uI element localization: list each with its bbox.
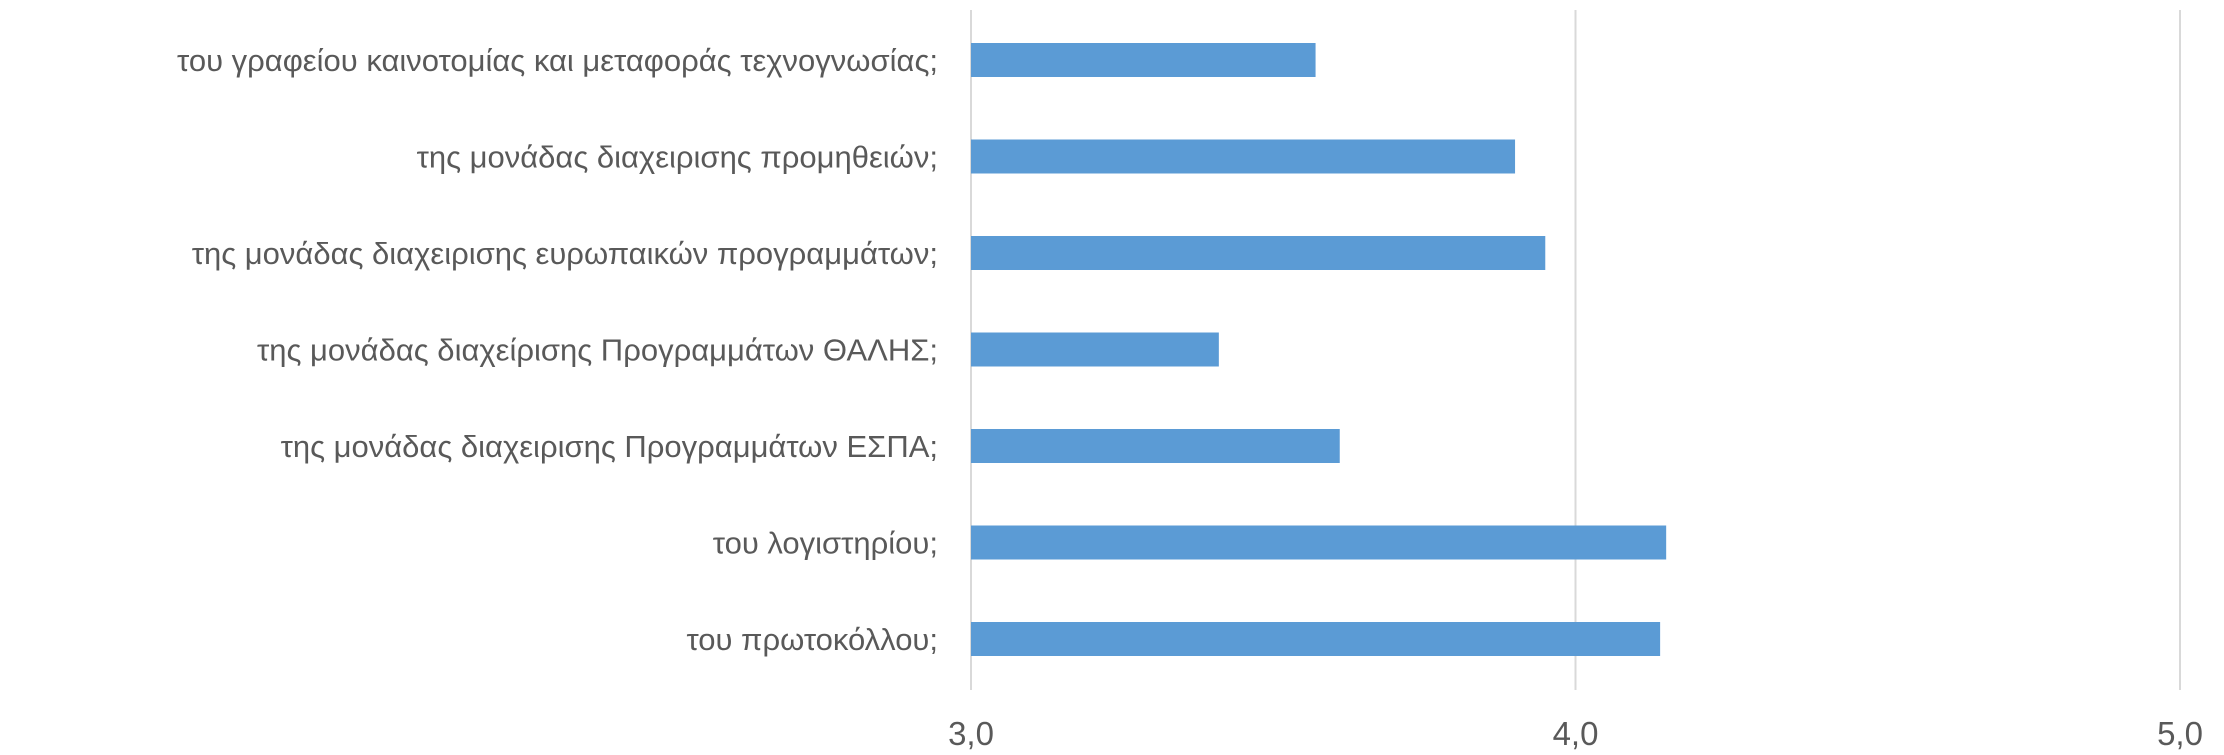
category-label: της μονάδας διαχειρισης Προγραμμάτων ΕΣΠ…	[281, 429, 938, 464]
category-label: της μονάδας διαχείρισης Προγραμμάτων ΘΑΛ…	[257, 333, 938, 368]
category-label: του γραφείου καινοτομίας και μεταφοράς τ…	[177, 43, 938, 78]
x-tick-label: 5,0	[2157, 715, 2203, 752]
x-tick-label: 4,0	[1553, 715, 1599, 752]
bar	[971, 525, 1667, 560]
bar	[971, 332, 1219, 367]
bars	[971, 43, 1667, 656]
x-tick-label: 3,0	[948, 715, 994, 752]
category-label: του πρωτοκόλλου;	[686, 622, 938, 657]
bar	[971, 139, 1516, 174]
bar	[971, 622, 1661, 656]
category-labels: του γραφείου καινοτομίας και μεταφοράς τ…	[177, 43, 938, 657]
category-label: της μονάδας διαχειρισης ευρωπαικών προγρ…	[192, 236, 938, 271]
bar	[971, 43, 1316, 77]
bar	[971, 236, 1546, 270]
x-axis-tick-labels: 3,0 4,0 5,0	[948, 715, 2203, 752]
bar	[971, 429, 1340, 463]
category-label: του λογιστηρίου;	[713, 526, 938, 561]
category-label: της μονάδας διαχειρισης προμηθειών;	[417, 140, 938, 175]
